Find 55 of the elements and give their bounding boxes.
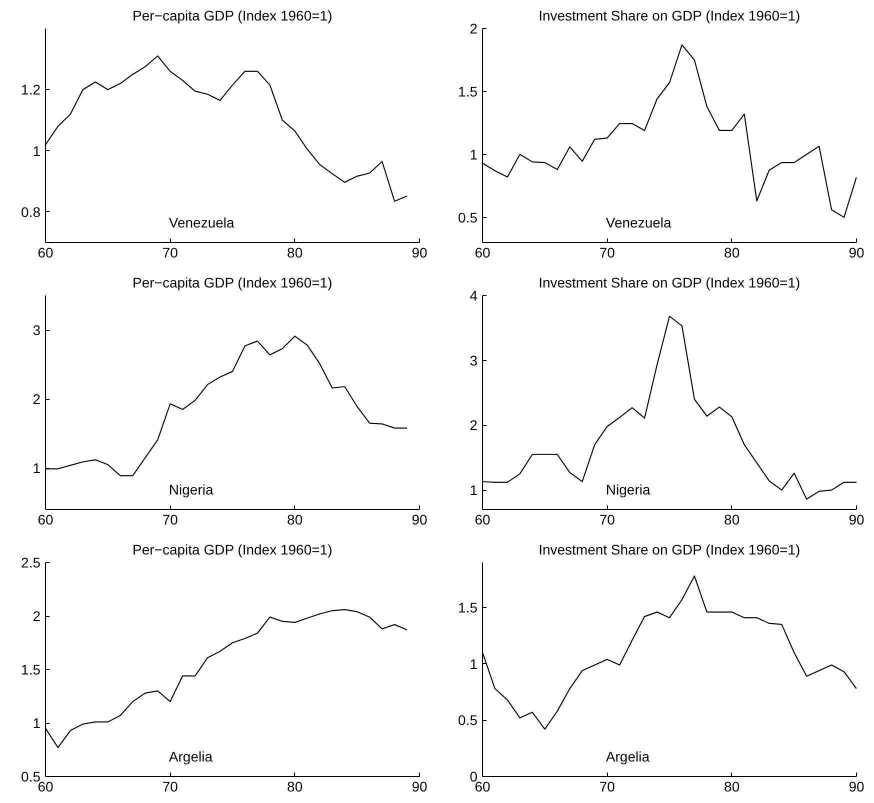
x-tick-label: 80 bbox=[724, 512, 740, 528]
x-tick-label: 90 bbox=[412, 244, 428, 260]
x-tick-label: 70 bbox=[162, 778, 178, 794]
y-tick-label: 2 bbox=[470, 417, 478, 434]
y-tick-label: 1 bbox=[32, 142, 41, 159]
x-tick-label: 70 bbox=[599, 512, 616, 528]
y-tick-label: 1 bbox=[470, 146, 478, 162]
y-tick-label: 1 bbox=[470, 656, 478, 672]
x-tick-label: 80 bbox=[287, 244, 303, 260]
x-tick-label: 80 bbox=[287, 778, 303, 794]
y-tick-label: 0.5 bbox=[458, 712, 478, 728]
chart-title: Per−capita GDP (Index 1960=1) bbox=[132, 274, 332, 290]
x-tick-label: 90 bbox=[412, 778, 428, 794]
x-tick-label: 90 bbox=[848, 244, 864, 260]
x-tick-label: 60 bbox=[474, 512, 490, 528]
chart-title: Per−capita GDP (Index 1960=1) bbox=[132, 8, 332, 24]
y-tick-label: 1.2 bbox=[21, 82, 41, 98]
x-tick-label: 70 bbox=[162, 244, 178, 260]
y-tick-label: 1.5 bbox=[458, 600, 478, 616]
x-tick-label: 70 bbox=[599, 244, 616, 260]
y-tick-label: 2.5 bbox=[21, 554, 41, 570]
y-tick-label: 2 bbox=[32, 608, 41, 624]
annotation: Nigeria bbox=[168, 482, 214, 498]
y-tick-label: 2 bbox=[470, 20, 478, 36]
annotation: Venezuela bbox=[606, 214, 672, 230]
chart-title: Investment Share on GDP (Index 1960=1) bbox=[538, 542, 800, 558]
y-tick-label: 0.5 bbox=[458, 209, 478, 226]
x-tick-label: 60 bbox=[474, 244, 490, 260]
x-tick-label: 70 bbox=[599, 778, 616, 794]
x-tick-label: 90 bbox=[848, 778, 864, 794]
y-tick-label: 4 bbox=[470, 288, 478, 304]
x-tick-label: 60 bbox=[38, 244, 54, 260]
chart-title: Per−capita GDP (Index 1960=1) bbox=[132, 542, 332, 558]
y-tick-label: 3 bbox=[32, 322, 41, 338]
x-tick-label: 90 bbox=[412, 512, 428, 528]
x-tick-label: 70 bbox=[162, 512, 178, 528]
chart-title: Investment Share on GDP (Index 1960=1) bbox=[538, 274, 800, 290]
y-tick-label: 0.8 bbox=[21, 204, 41, 220]
annotation: Venezuela bbox=[168, 214, 235, 230]
x-tick-label: 80 bbox=[724, 778, 740, 794]
annotation: Argelia bbox=[168, 748, 213, 764]
annotation: Argelia bbox=[606, 748, 650, 764]
y-tick-label: 2 bbox=[32, 391, 41, 408]
y-tick-label: 3 bbox=[470, 352, 478, 368]
y-tick-label: 1.5 bbox=[458, 83, 478, 100]
y-tick-label: 1 bbox=[32, 715, 41, 731]
x-tick-label: 80 bbox=[287, 512, 303, 528]
x-tick-label: 90 bbox=[848, 512, 864, 528]
y-tick-label: 1 bbox=[470, 482, 478, 498]
y-tick-label: 1.5 bbox=[21, 662, 41, 678]
y-tick-label: 1 bbox=[32, 460, 41, 476]
annotation: Nigeria bbox=[606, 482, 650, 498]
x-tick-label: 80 bbox=[724, 244, 740, 260]
x-tick-label: 60 bbox=[38, 512, 54, 528]
chart-title: Investment Share on GDP (Index 1960=1) bbox=[538, 8, 800, 24]
